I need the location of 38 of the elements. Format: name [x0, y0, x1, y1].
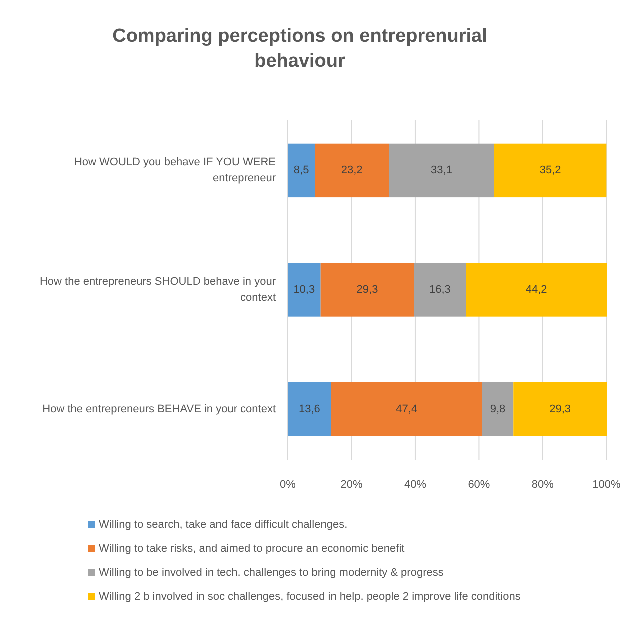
legend-label: Willing to search, take and face difficult challenges. — [99, 519, 348, 531]
y-tick-label: How WOULD you behave IF YOU WERE entrepreneur — [74, 156, 276, 185]
data-label: 33,1 — [431, 164, 452, 177]
x-tick-label: 40% — [404, 479, 427, 491]
bar — [288, 144, 316, 198]
bar — [320, 263, 414, 317]
bar — [494, 144, 607, 198]
bar — [482, 382, 514, 436]
data-label: 10,3 — [294, 284, 316, 296]
bar — [389, 144, 495, 198]
bar — [331, 382, 482, 436]
x-tick-label: 100% — [592, 479, 620, 491]
bar — [414, 263, 466, 317]
data-label: 13,6 — [298, 403, 320, 416]
x-tick-label: 0% — [280, 479, 296, 491]
data-label: 9,8 — [490, 403, 506, 416]
bar — [466, 263, 607, 317]
legend-label: Willing 2 b involved in soc challenges, focused in help. people 2 improve life conditions — [99, 591, 522, 603]
legend-label: Willing to be involved in tech. challenges to bring modernity & progress — [99, 567, 444, 579]
legend-label: Willing to take risks, and aimed to procure an economic benefit — [99, 543, 405, 555]
bar — [514, 382, 607, 436]
bar — [288, 382, 332, 436]
data-label: 44,2 — [526, 284, 548, 296]
data-label: 16,3 — [429, 284, 451, 296]
bar — [315, 144, 390, 198]
data-label: 23,2 — [341, 164, 363, 177]
x-tick-label: 80% — [532, 479, 554, 491]
y-tick-label: How the entrepreneurs SHOULD behave in your context — [40, 276, 276, 304]
bar — [288, 263, 321, 317]
y-tick-label: How the entrepreneurs BEHAVE in your context — [42, 403, 276, 416]
data-label: 47,4 — [396, 403, 418, 416]
x-tick-label: 60% — [468, 479, 490, 491]
x-tick-label: 20% — [340, 479, 363, 491]
data-label: 29,3 — [356, 284, 378, 296]
chart-title: Comparing perceptions on entreprenurial behaviour — [112, 26, 488, 72]
data-label: 29,3 — [550, 403, 572, 416]
data-label: 8,5 — [294, 164, 310, 177]
data-label: 35,2 — [540, 164, 562, 177]
